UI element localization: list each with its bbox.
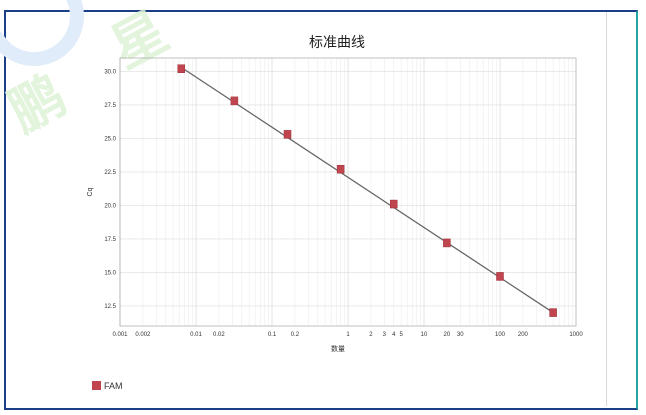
y-tick-label: 17.5 xyxy=(104,237,116,243)
data-point xyxy=(230,96,239,106)
data-point xyxy=(443,238,451,248)
x-tick-label: 200 xyxy=(518,332,529,338)
x-tick-label: 0.2 xyxy=(291,332,300,338)
x-tick-label: 2 xyxy=(369,332,373,338)
data-point xyxy=(496,272,504,281)
x-tick-label: 1 xyxy=(346,332,350,338)
x-tick-label: 0.01 xyxy=(190,332,202,338)
x-tick-label: 0.02 xyxy=(213,332,225,338)
x-tick-label: 0.001 xyxy=(112,332,128,338)
data-point xyxy=(283,130,292,139)
data-point xyxy=(336,164,345,174)
grid-lines xyxy=(119,58,576,326)
y-tick-label: 25.0 xyxy=(104,136,116,142)
y-tick-label: 12.5 xyxy=(104,304,116,310)
data-point xyxy=(177,64,186,73)
chart-title: 标准曲线 xyxy=(309,34,365,50)
x-tick-label: 10 xyxy=(421,332,428,338)
data-point xyxy=(390,199,398,209)
tick-labels: 0.001 0.002 0.01 0.02 0.1 0.2 1 2 3 4 5 10 20 30 100 20… xyxy=(104,69,583,338)
x-tick-label: 100 xyxy=(495,332,506,338)
y-axis-label: Cq xyxy=(87,187,94,196)
y-tick-label: 15.0 xyxy=(104,270,116,276)
plot-area xyxy=(119,57,577,327)
x-tick-label: 30 xyxy=(457,332,464,338)
x-tick-label: 4 xyxy=(392,332,396,338)
y-tick-label: 27.5 xyxy=(104,103,116,109)
x-tick-label: 0.002 xyxy=(135,332,151,338)
legend-label-FAM: FAM xyxy=(104,381,123,391)
x-tick-label: 1000 xyxy=(569,332,583,338)
x-tick-label: 3 xyxy=(383,332,387,338)
y-tick-label: 20.0 xyxy=(104,203,116,209)
x-tick-label: 20 xyxy=(444,332,451,338)
series-FAM xyxy=(177,64,557,317)
y-tick-label: 30.0 xyxy=(104,69,116,75)
x-tick-label: 0.1 xyxy=(268,332,277,338)
data-point xyxy=(549,308,557,317)
chart-frame xyxy=(4,10,638,410)
y-tick-label: 22.5 xyxy=(104,170,116,176)
x-axis-label: 数量 xyxy=(331,344,345,353)
frame-divider xyxy=(606,12,607,406)
legend-swatch-FAM xyxy=(92,381,101,390)
fit-line xyxy=(180,66,554,314)
x-tick-label: 5 xyxy=(399,332,403,338)
